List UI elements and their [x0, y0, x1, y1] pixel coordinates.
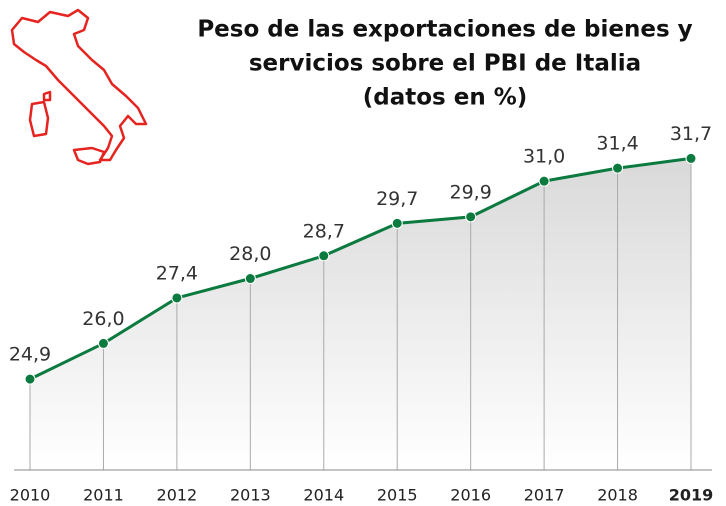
x-tick-label: 2014: [303, 486, 344, 505]
x-tick-label: 2011: [83, 486, 124, 505]
x-tick-label: 2010: [10, 486, 51, 505]
x-tick-label: 2016: [450, 486, 491, 505]
point: [538, 175, 550, 187]
value-label: 24,9: [9, 344, 51, 366]
x-tick-label: 2013: [230, 486, 271, 505]
value-label: 27,4: [156, 262, 198, 284]
value-label: 26,0: [82, 308, 124, 330]
point: [685, 152, 697, 164]
point: [465, 211, 477, 223]
value-label: 31,0: [523, 146, 565, 168]
point: [24, 373, 36, 385]
line: [29, 156, 692, 381]
x-tick-label: 2019: [669, 486, 714, 505]
value-label: 28,7: [303, 220, 345, 242]
x-tick-label: 2018: [597, 486, 638, 505]
value-label: 31,7: [670, 123, 712, 145]
value-label: 29,7: [376, 188, 418, 210]
point: [391, 217, 403, 229]
italy-map: [10, 8, 148, 166]
point: [171, 292, 183, 304]
chart-title: servicios sobre el PBI de Italia: [249, 51, 641, 77]
point: [318, 250, 330, 262]
point: [612, 162, 624, 174]
x-tick-label: 2015: [377, 486, 418, 505]
area: [30, 158, 691, 470]
chart-title: Peso de las exportaciones de bienes y: [197, 17, 692, 43]
value-label: 28,0: [229, 243, 271, 265]
value-label: 29,9: [450, 181, 492, 203]
point: [244, 273, 256, 285]
x-tick-label: 2012: [157, 486, 198, 505]
value-label: 31,4: [596, 133, 638, 155]
point: [97, 337, 109, 349]
chart-title: (datos en %): [363, 85, 528, 111]
x-tick-label: 2017: [524, 486, 565, 505]
